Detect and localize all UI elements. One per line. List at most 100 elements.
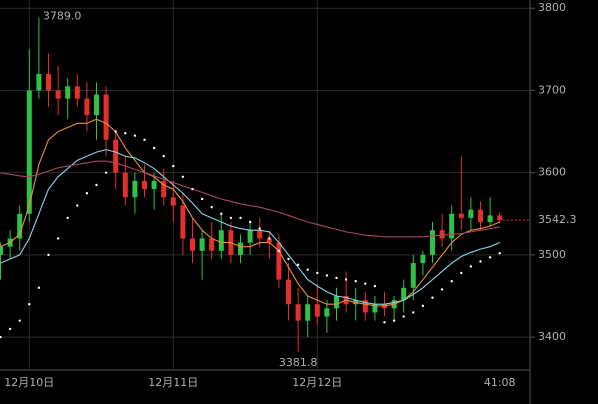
candle-body [314,304,320,317]
sar-dot [364,282,367,285]
sar-dot [402,315,405,318]
sar-dot [469,265,473,268]
candle-body [497,215,503,221]
sar-dot [239,216,242,220]
candle-body [94,94,99,116]
sar-dot [440,288,444,291]
sar-dot [316,271,319,275]
sar-dot [287,257,290,261]
sar-dot [344,278,348,281]
candle-body [113,139,119,173]
candle-body [84,98,90,116]
sar-dot [18,319,21,322]
candle-body [324,308,330,317]
x-tick-label: 41:08 [484,376,516,389]
sar-dot [412,311,415,314]
last-price-label: 3542.3 [538,213,577,226]
sar-dot [392,319,396,322]
candle-body [305,304,311,321]
sar-dot [479,260,482,263]
sar-dot [200,197,204,201]
candle-body [372,304,378,313]
candle-body [420,254,426,264]
candle-body [180,205,186,239]
candle-body [478,209,483,222]
sar-dot [354,280,357,283]
sar-dot [95,183,98,187]
candle-body [46,74,51,91]
sar-dot [248,220,252,224]
candle-body [55,90,61,99]
x-tick-label: 12月12日 [292,376,342,389]
sar-dot [76,204,79,207]
sar-dot [325,274,329,277]
sar-dot [56,237,60,240]
candle-body [430,230,435,255]
sar-dot [431,296,434,299]
y-tick-label: 3400 [538,330,566,343]
sar-dot [47,253,50,257]
candle-body [439,230,445,239]
candle-body [238,242,243,255]
candle-body [401,287,407,301]
candle-body [286,279,291,305]
sar-dot [133,134,137,137]
sar-dot [114,130,117,133]
y-tick-label: 3800 [538,1,566,14]
sar-dot [373,284,377,288]
moving-average [0,149,500,305]
sar-dot [28,303,31,306]
sar-dot [124,132,127,135]
candle-body [132,180,138,198]
candle-body [276,242,282,280]
candle-body [257,230,263,239]
x-tick-label: 12月10日 [4,376,54,389]
candle-body [142,180,147,190]
candle-body [0,246,3,255]
sar-dot [220,212,223,215]
sar-dot [85,192,89,195]
candle-body [362,300,368,313]
sar-dot [0,335,2,339]
sar-dot [296,263,300,266]
candle-body [334,296,339,309]
sar-dot [191,187,194,191]
sar-dot [152,146,156,150]
candle-body [36,74,42,91]
candle-body [468,209,474,218]
sar-dot [488,256,492,259]
y-tick-label: 3700 [538,83,566,96]
min-label: 3381.8 [279,356,318,369]
moving-average [0,160,500,238]
candle-body [295,304,301,321]
sar-dot [8,327,12,331]
candle-body [266,238,272,243]
max-label: 3789.0 [43,9,82,22]
candle-body [103,94,109,140]
sar-dot [498,252,501,255]
y-tick-label: 3500 [538,248,566,261]
moving-average [0,118,500,307]
candle-body [410,263,416,288]
y-tick-label: 3600 [538,166,566,179]
sar-dot [268,237,271,240]
candle-body [209,238,215,251]
candle-body [74,86,80,99]
sar-dot [421,304,425,308]
candle-body [65,86,71,99]
candle-body [487,215,493,222]
sar-dot [306,268,309,271]
candle-body [151,180,157,190]
candle-body [218,230,224,251]
candle-body [190,238,195,251]
sar-dot [335,276,338,280]
sar-dot [37,286,41,289]
sar-dot [277,249,281,252]
sar-dot [66,216,69,220]
candle-body [17,213,23,239]
sar-dot [104,171,108,174]
x-tick-label: 12月11日 [148,376,198,389]
candle-body [170,197,176,206]
sar-dot [450,280,453,283]
